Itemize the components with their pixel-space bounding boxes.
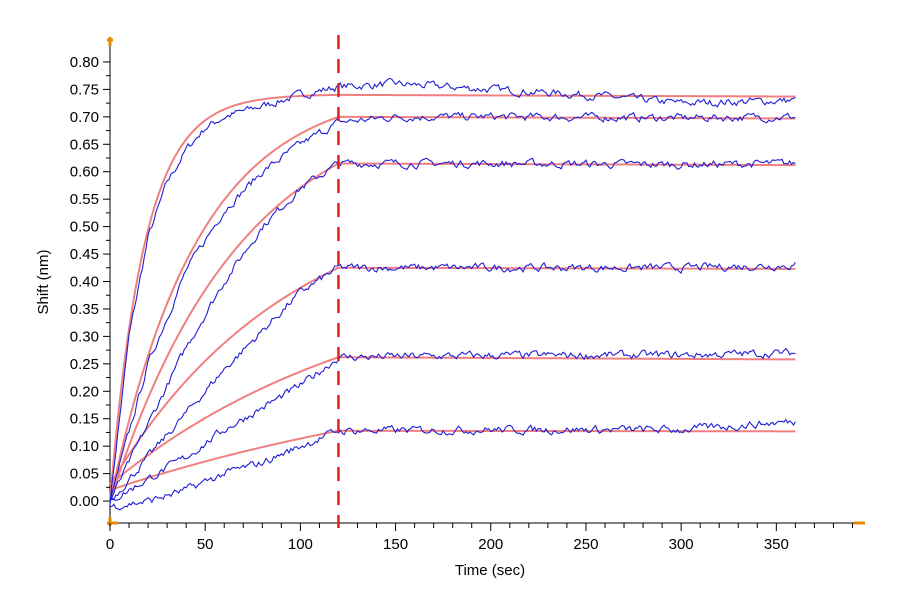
x-tick-label: 150 xyxy=(383,536,408,553)
x-tick-label: 100 xyxy=(288,536,313,553)
tick-labels: 0.00 0.05 0.10 0.15 0.20 0.25 0.30 0.35 0.40 0.45… xyxy=(70,54,789,553)
measured-curve xyxy=(109,418,796,511)
y-tick-label: 0.05 xyxy=(70,466,99,483)
x-tick-label: 300 xyxy=(669,536,694,553)
measured-curve xyxy=(109,111,796,504)
x-tick-label: 0 xyxy=(106,536,114,553)
y-tick-label: 0.35 xyxy=(70,301,99,318)
x-tick-label: 350 xyxy=(764,536,789,553)
y-tick-label: 0.15 xyxy=(70,411,99,428)
measured-curve xyxy=(109,347,796,501)
y-tick-label: 0.50 xyxy=(70,219,99,236)
y-tick-label: 0.55 xyxy=(70,191,99,208)
fit-curve xyxy=(109,266,796,486)
fit-curve xyxy=(109,429,796,492)
y-tick-label: 0.75 xyxy=(70,81,99,98)
y-tick-label: 0.10 xyxy=(70,438,99,455)
measured-curve xyxy=(109,77,796,505)
x-tick-label: 250 xyxy=(573,536,598,553)
y-tick-label: 0.65 xyxy=(70,136,99,153)
tick-marks xyxy=(103,61,853,531)
measured-curves xyxy=(109,77,796,511)
y-tick-label: 0.00 xyxy=(70,493,99,510)
x-axis-title: Time (sec) xyxy=(455,562,525,579)
y-tick-label: 0.25 xyxy=(70,356,99,373)
fit-curve xyxy=(109,115,796,502)
y-tick-label: 0.60 xyxy=(70,164,99,181)
measured-curve xyxy=(109,157,796,501)
x-tick-label: 200 xyxy=(478,536,503,553)
y-tick-label: 0.40 xyxy=(70,274,99,291)
x-tick-label: 50 xyxy=(197,536,214,553)
measured-curve xyxy=(109,261,796,502)
y-tick-label: 0.70 xyxy=(70,109,99,126)
fit-curve xyxy=(109,162,796,502)
y-tick-label: 0.80 xyxy=(70,54,99,71)
fit-curve xyxy=(109,356,796,486)
y-tick-label: 0.20 xyxy=(70,383,99,400)
y-tick-label: 0.45 xyxy=(70,246,99,263)
y-tick-label: 0.30 xyxy=(70,328,99,345)
y-axis-title: Shift (nm) xyxy=(35,249,52,314)
fit-curve xyxy=(109,93,796,502)
fit-curves xyxy=(109,93,796,502)
